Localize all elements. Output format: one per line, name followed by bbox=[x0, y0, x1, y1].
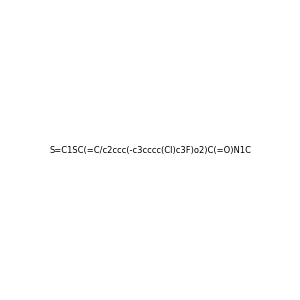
Text: S=C1SC(=C/c2ccc(-c3cccc(Cl)c3F)o2)C(=O)N1C: S=C1SC(=C/c2ccc(-c3cccc(Cl)c3F)o2)C(=O)N… bbox=[49, 146, 251, 154]
